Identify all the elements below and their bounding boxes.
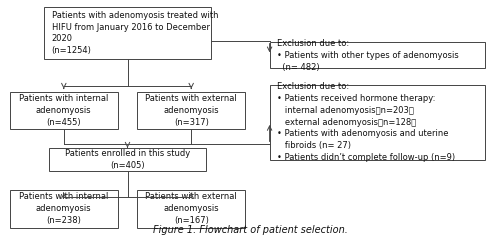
FancyBboxPatch shape — [138, 91, 245, 129]
Text: Patients enrolled in this study
(n=405): Patients enrolled in this study (n=405) — [65, 149, 190, 170]
FancyBboxPatch shape — [270, 85, 485, 160]
FancyBboxPatch shape — [10, 91, 118, 129]
Text: Patients with internal
adenomyosis
(n=238): Patients with internal adenomyosis (n=23… — [19, 193, 108, 225]
Text: Patients with external
adenomyosis
(n=167): Patients with external adenomyosis (n=16… — [146, 193, 237, 225]
Text: Exclusion due to:
• Patients received hormone therapy:
   internal adenomyosis（n: Exclusion due to: • Patients received ho… — [277, 82, 455, 162]
FancyBboxPatch shape — [49, 148, 206, 171]
FancyBboxPatch shape — [270, 42, 485, 68]
Text: Patients with adenomyosis treated with
HIFU from January 2016 to December
2020
(: Patients with adenomyosis treated with H… — [52, 11, 218, 55]
FancyBboxPatch shape — [10, 190, 118, 228]
Text: Figure 1. Flowchart of patient selection.: Figure 1. Flowchart of patient selection… — [152, 225, 348, 235]
FancyBboxPatch shape — [44, 7, 211, 59]
FancyBboxPatch shape — [138, 190, 245, 228]
Text: Patients with internal
adenomyosis
(n=455): Patients with internal adenomyosis (n=45… — [19, 94, 108, 127]
Text: Exclusion due to:
• Patients with other types of adenomyosis
  (n= 482): Exclusion due to: • Patients with other … — [277, 39, 458, 72]
Text: Patients with external
adenomyosis
(n=317): Patients with external adenomyosis (n=31… — [146, 94, 237, 127]
